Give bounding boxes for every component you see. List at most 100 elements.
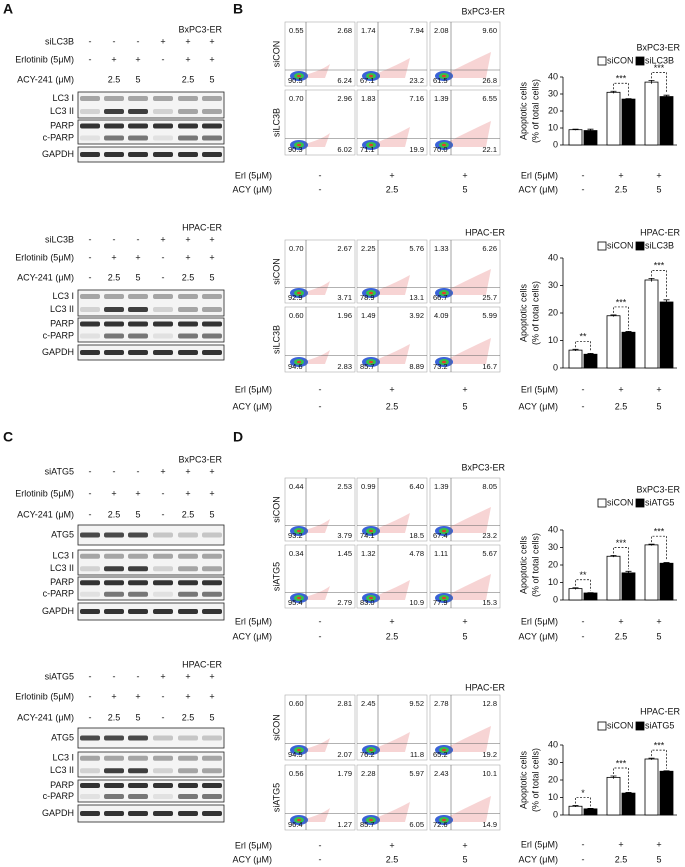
- blot-box: [77, 727, 225, 749]
- band-label: GAPDH: [42, 808, 74, 818]
- flow-scatter: [365, 802, 410, 822]
- band: [128, 109, 148, 114]
- treatment-value: -: [89, 712, 92, 722]
- band: [202, 755, 222, 761]
- treatment-value: -: [89, 272, 92, 282]
- treatment-label: ACY (μM): [232, 631, 272, 641]
- x-tick-label: -: [582, 631, 585, 641]
- blot-title: HPAC-ER: [182, 659, 222, 669]
- band: [153, 580, 173, 586]
- quadrant-value: 67.4: [433, 531, 448, 540]
- quadrant-value: 1.33: [434, 244, 449, 253]
- x-row-label: Erl (5μM): [521, 839, 558, 849]
- treatment-value: +: [209, 671, 214, 681]
- significance-label: ***: [616, 74, 627, 84]
- treatment-value: +: [185, 252, 190, 262]
- row-label: siLC3B: [271, 108, 281, 137]
- y-tick-label: 10: [548, 577, 558, 587]
- treatment-value: 2.5: [108, 509, 121, 519]
- treatment-value: -: [113, 671, 116, 681]
- row-label: siLC3B: [271, 325, 281, 354]
- flow-cluster: [297, 360, 301, 364]
- band: [104, 152, 124, 157]
- band: [202, 321, 222, 327]
- treatment-value: -: [89, 466, 92, 476]
- treatment-label: Erlotinib (5μM): [15, 691, 74, 701]
- treatment-label: Erlotinib (5μM): [15, 252, 74, 262]
- quadrant-value: 65.2: [433, 750, 448, 759]
- bar: [606, 91, 621, 146]
- quadrant-value: 1.39: [434, 482, 449, 491]
- band: [202, 307, 222, 312]
- panel-label: A: [3, 1, 13, 17]
- band: [178, 566, 198, 572]
- x-tick-label: +: [618, 839, 623, 849]
- flow-scatter: [293, 350, 330, 364]
- blot-box: [77, 146, 225, 163]
- band: [128, 152, 148, 157]
- significance-bracket: [651, 535, 667, 561]
- x-tick-label: -: [582, 839, 585, 849]
- quadrant-value: 3.92: [409, 311, 424, 320]
- error-bar: [663, 562, 670, 564]
- y-tick-label: 0: [553, 362, 558, 372]
- treatment-label: Erlotinib (5μM): [15, 488, 74, 498]
- x-tick-label: -: [582, 384, 585, 394]
- band-label: GAPDH: [42, 149, 74, 159]
- band: [104, 333, 124, 339]
- error-bar: [610, 775, 617, 779]
- quadrant-value: 12.8: [482, 699, 497, 708]
- y-tick-label: 40: [548, 524, 558, 534]
- legend-label: siLC3B: [645, 240, 674, 250]
- band-label: LC3 I: [52, 551, 74, 561]
- flow-cluster: [369, 74, 373, 78]
- quadrant-value: 2.67: [337, 244, 352, 253]
- quadrant-value: 1.45: [337, 549, 352, 558]
- bar: [606, 555, 621, 601]
- band: [80, 609, 100, 614]
- band: [128, 794, 148, 799]
- x-row-label: ACY (μM): [518, 854, 558, 864]
- quadrant-value: 70.0: [433, 145, 448, 154]
- bar: [583, 353, 598, 369]
- band: [178, 609, 198, 614]
- band: [128, 96, 148, 101]
- legend-swatch: [597, 56, 607, 66]
- band: [128, 735, 148, 741]
- band: [80, 152, 100, 157]
- quadrant-value: 22.1: [482, 145, 497, 154]
- band: [153, 135, 173, 141]
- chart-title: HPAC-ER: [640, 706, 680, 716]
- y-axis-label: (% of total cells): [530, 79, 540, 143]
- band: [104, 350, 124, 355]
- band: [104, 109, 124, 114]
- flow-cluster: [369, 291, 373, 295]
- treatment-value: -: [137, 671, 140, 681]
- x-tick-label: 5: [656, 401, 661, 411]
- quadrant-value: 6.26: [482, 244, 497, 253]
- quadrant-value: 95.4: [288, 598, 303, 607]
- quadrant-value: 0.99: [361, 482, 376, 491]
- quadrant-value: 0.34: [289, 549, 304, 558]
- quadrant-value: 4.78: [409, 549, 424, 558]
- band: [153, 333, 173, 339]
- treatment-value: 5: [462, 401, 467, 411]
- blot-box: [77, 524, 225, 546]
- band-label: LC3 II: [50, 106, 74, 116]
- bar: [644, 544, 659, 601]
- treatment-label: ACY-241 (μM): [17, 74, 74, 84]
- row-label: siCON: [271, 41, 281, 68]
- legend-label: siATG5: [645, 720, 674, 730]
- significance-label: ***: [654, 63, 665, 73]
- x-tick-label: 2.5: [615, 184, 628, 194]
- row-label: siCON: [271, 496, 281, 523]
- band: [80, 794, 100, 799]
- bar: [568, 805, 583, 816]
- quadrant-value: 10.1: [482, 769, 497, 778]
- significance-label: ***: [654, 527, 665, 537]
- band: [178, 591, 198, 597]
- band: [178, 553, 198, 559]
- band: [202, 532, 222, 538]
- flow-scatter: [293, 586, 330, 600]
- error-bar: [648, 277, 655, 282]
